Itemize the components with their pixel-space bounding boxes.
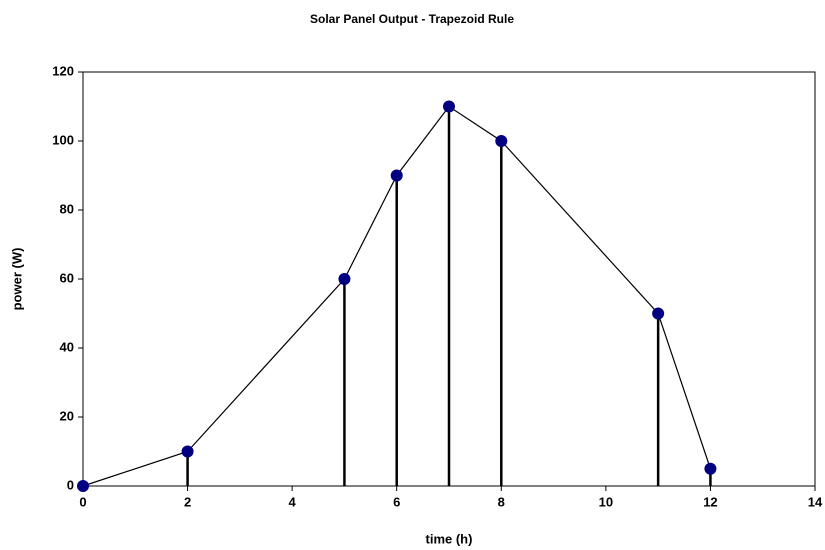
y-tick-label: 40 bbox=[60, 339, 74, 354]
line bbox=[82, 105, 711, 487]
x-tick-label: 10 bbox=[599, 494, 613, 509]
x-tick-label: 12 bbox=[703, 494, 717, 509]
chart-title: Solar Panel Output - Trapezoid Rule bbox=[310, 12, 514, 26]
y-tick-label: 80 bbox=[60, 201, 74, 216]
x-tick-label: 14 bbox=[808, 494, 823, 509]
point bbox=[495, 135, 508, 147]
y-tick-label: 20 bbox=[60, 408, 74, 423]
point bbox=[338, 273, 351, 285]
x-tick-label: 6 bbox=[393, 494, 400, 509]
y-axis-label: power (W) bbox=[9, 248, 24, 311]
x-axis-label: time (h) bbox=[426, 531, 473, 546]
x-tick-label: 0 bbox=[79, 494, 86, 509]
y-tick-label: 100 bbox=[52, 132, 74, 147]
x-tick-label: 2 bbox=[184, 494, 191, 509]
y-tick-label: 0 bbox=[67, 477, 74, 492]
y-tick-label: 120 bbox=[52, 63, 74, 78]
point bbox=[390, 169, 403, 182]
point bbox=[77, 480, 89, 492]
point bbox=[652, 307, 665, 320]
x-tick-label: 8 bbox=[498, 494, 505, 509]
y-tick-label: 60 bbox=[60, 270, 74, 285]
point bbox=[443, 100, 455, 113]
point bbox=[181, 445, 194, 458]
point bbox=[704, 462, 717, 475]
x-tick-label: 4 bbox=[289, 494, 297, 509]
